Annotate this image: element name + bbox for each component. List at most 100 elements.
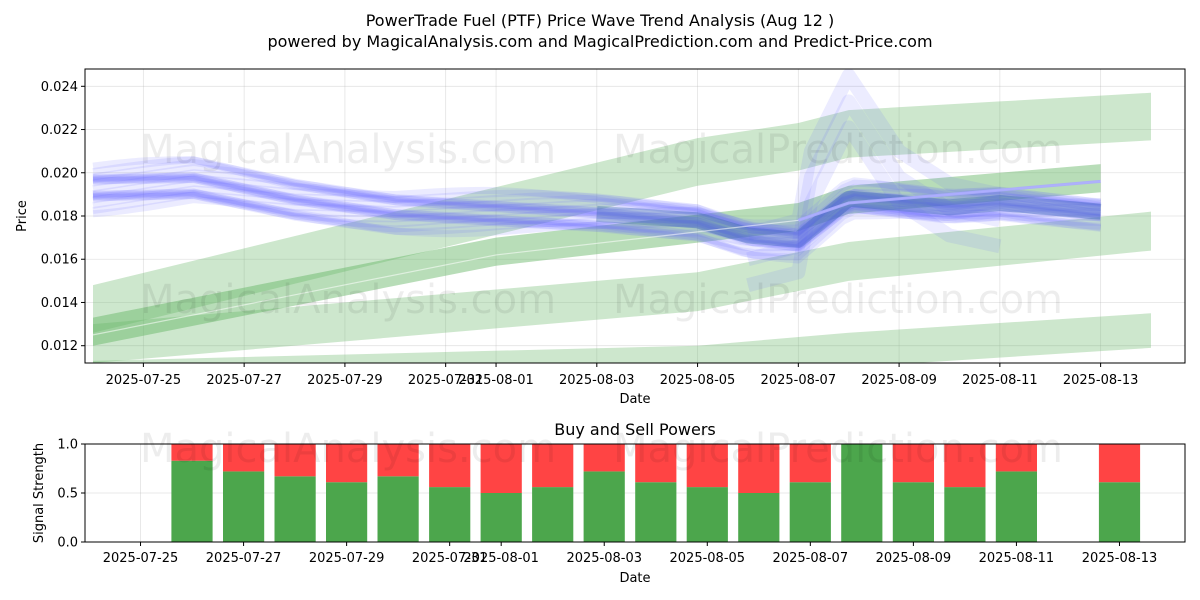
buy-bar <box>377 476 419 542</box>
sell-bar <box>789 444 831 483</box>
buy-bar <box>429 487 471 542</box>
sell-bar <box>377 444 419 477</box>
chart-title: PowerTrade Fuel (PTF) Price Wave Trend A… <box>366 11 835 30</box>
buy-bar <box>1098 482 1141 542</box>
price-x-tick-label: 2025-07-27 <box>206 373 282 388</box>
price-wave-strand <box>92 185 1102 252</box>
buy-bar <box>532 487 574 542</box>
price-y-tick-label: 0.016 <box>41 253 78 268</box>
price-y-axis-label: Price <box>15 200 30 232</box>
buy-bar <box>789 482 831 542</box>
price-wave-peak <box>746 120 1002 292</box>
price-y-tick-label: 0.012 <box>41 339 78 354</box>
price-wave-strand <box>92 188 1101 257</box>
price-y-tick-label: 0.020 <box>41 166 78 181</box>
sell-bar <box>892 444 934 483</box>
power-y-tick-label: 0.5 <box>57 487 78 502</box>
price-x-tick-label: 2025-08-13 <box>1063 373 1139 388</box>
power-x-tick-label: 2025-08-05 <box>670 551 746 566</box>
power-x-tick-label: 2025-07-27 <box>206 551 282 566</box>
power-y-tick-label: 1.0 <box>57 438 78 453</box>
price-wave-strand <box>92 156 1101 227</box>
price-x-tick-label: 2025-07-29 <box>307 373 383 388</box>
buy-bar <box>274 476 316 542</box>
price-x-tick-label: 2025-07-31 <box>408 373 484 388</box>
price-y-tick-label: 0.022 <box>41 123 78 138</box>
sell-bar <box>532 444 574 488</box>
price-wave-strand <box>92 189 1101 248</box>
price-x-tick-label: 2025-08-01 <box>458 373 534 388</box>
sell-bar <box>583 444 625 472</box>
power-axes: 2025-07-25 2025-07-27 2025-07-29 2025-07-31… <box>57 438 1157 567</box>
sell-bar <box>171 444 213 461</box>
watermark-prediction-bottom: MagicalPrediction.com <box>613 426 1063 472</box>
price-x-axis-label: Date <box>619 392 650 407</box>
buy-bar <box>995 471 1037 542</box>
price-wave-strand <box>92 172 1101 239</box>
power-x-tick-label: 2025-07-31 <box>412 551 488 566</box>
power-x-tick-label: 2025-08-07 <box>773 551 849 566</box>
price-wave-strand <box>92 188 1101 252</box>
price-wave-strand <box>92 179 1102 252</box>
buy-bar <box>635 482 677 542</box>
price-wave-mean <box>596 190 1102 248</box>
price-wave-strand <box>92 174 1101 236</box>
buy-bar <box>480 493 522 542</box>
watermark-analysis-mid: MagicalAnalysis.com <box>140 277 556 323</box>
sell-bar <box>480 444 522 493</box>
price-x-tick-label: 2025-08-11 <box>962 373 1038 388</box>
price-wave-strand <box>92 175 1101 249</box>
sell-bar <box>326 444 368 483</box>
power-x-tick-label: 2025-07-25 <box>103 551 179 566</box>
price-grid <box>85 69 1185 363</box>
price-x-tick-label: 2025-08-09 <box>861 373 937 388</box>
price-panel: MagicalAnalysis.com MagicalPrediction.co… <box>15 68 1186 407</box>
price-wave-strand <box>92 159 1101 237</box>
sell-bar <box>635 444 677 483</box>
buy-bar <box>841 444 883 542</box>
power-x-tick-label: 2025-08-09 <box>876 551 952 566</box>
power-x-tick-label: 2025-07-29 <box>309 551 385 566</box>
price-trend-band <box>93 164 1101 346</box>
buy-bar <box>686 487 728 542</box>
price-wave-strand <box>92 191 1101 248</box>
chart-subtitle: powered by MagicalAnalysis.com and Magic… <box>267 32 932 51</box>
price-axes: 2025-07-25 2025-07-27 2025-07-29 2025-07-31… <box>41 80 1139 388</box>
price-wave-strand <box>92 173 1101 235</box>
price-marks <box>92 69 1151 363</box>
price-upper-channel-band <box>93 92 1151 333</box>
power-x-tick-label: 2025-08-01 <box>463 551 539 566</box>
buy-bar <box>583 471 625 542</box>
price-y-tick-label: 0.024 <box>41 80 78 95</box>
price-x-tick-label: 2025-08-05 <box>660 373 736 388</box>
price-y-tick-label: 0.018 <box>41 210 78 225</box>
watermark-prediction-top: MagicalPrediction.com <box>613 127 1063 173</box>
price-wave-strand <box>92 190 1101 247</box>
sell-bar <box>738 444 780 493</box>
buy-bar <box>223 471 265 542</box>
price-wave-peak <box>746 94 1002 267</box>
price-x-tick-label: 2025-08-07 <box>761 373 837 388</box>
price-x-tick-label: 2025-07-25 <box>106 373 182 388</box>
price-wave-strand <box>92 191 1101 261</box>
sell-bar <box>944 444 986 488</box>
price-y-tick-label: 0.014 <box>41 296 78 311</box>
price-wave-strand <box>92 173 1102 239</box>
power-x-axis-label: Date <box>619 571 650 586</box>
sell-bar <box>223 444 265 472</box>
watermark-prediction-mid: MagicalPrediction.com <box>613 277 1063 323</box>
price-wave-strand <box>92 189 1102 251</box>
power-marks <box>171 444 1141 542</box>
power-x-tick-label: 2025-08-13 <box>1082 551 1158 566</box>
power-y-tick-label: 0.0 <box>57 536 78 551</box>
price-x-tick-label: 2025-08-03 <box>559 373 635 388</box>
price-forecast-line <box>797 179 1101 222</box>
buy-bar <box>326 482 368 542</box>
power-x-tick-label: 2025-08-03 <box>566 551 642 566</box>
buy-bar <box>944 487 986 542</box>
price-wave-strand <box>92 172 1101 244</box>
buy-bar <box>738 493 780 542</box>
price-wave-strand <box>92 163 1102 240</box>
price-wave-strand <box>92 156 1101 232</box>
